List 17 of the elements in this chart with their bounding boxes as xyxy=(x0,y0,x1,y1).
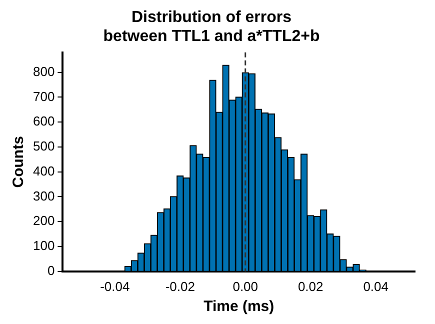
y-tick-label: 700 xyxy=(32,88,55,104)
y-tick-label: 500 xyxy=(32,138,55,154)
x-axis-title: Time (ms) xyxy=(204,298,274,316)
y-tick-label: 300 xyxy=(32,188,55,204)
x-tick-label: 0.04 xyxy=(363,278,389,294)
x-tick-label: -0.02 xyxy=(165,278,195,294)
y-tick-label: 400 xyxy=(32,163,55,178)
x-tick-label: -0.04 xyxy=(100,278,130,294)
y-axis-title: Counts xyxy=(10,136,28,188)
chart-title: Distribution of errors between TTL1 and a*TTL2+b xyxy=(103,9,320,46)
x-tick-label: 0.02 xyxy=(298,278,324,294)
y-tick-label: 600 xyxy=(32,114,55,129)
y-tick-label: 100 xyxy=(32,238,55,254)
y-tick-label: 800 xyxy=(32,64,55,79)
y-tick-label: 200 xyxy=(32,213,55,228)
x-tick-label: 0.00 xyxy=(232,278,258,294)
y-tick-label: 0 xyxy=(47,262,55,278)
